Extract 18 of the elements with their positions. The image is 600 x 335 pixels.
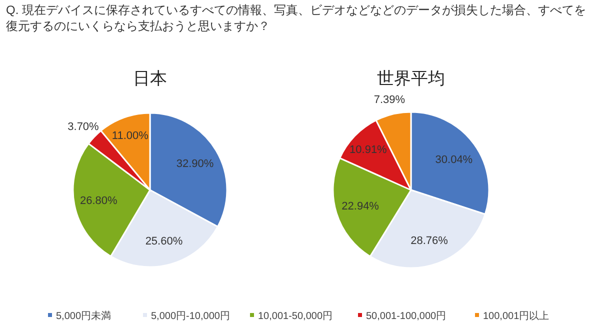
text: Q. 現在デバイスに保存されているすべての情報、写真、ビデオなどなどのデータが損失した場合、すべてを復元するのにいくらなら支払おうと思いますか？ [6, 2, 588, 34]
data-label: 22.94% [342, 200, 380, 213]
chart-title: 世界平均 [377, 69, 445, 88]
legend-label: 10,001-50,000円 [258, 311, 333, 322]
legend-label: 5,000円-10,000円 [151, 311, 230, 322]
legend-label: 50,001-100,000円 [366, 311, 446, 322]
data-label: 28.76% [410, 234, 448, 247]
data-label: 3.70% [68, 121, 100, 134]
legend-label: 5,000円未満 [56, 310, 112, 322]
legend-label: 100,001円以上 [483, 310, 550, 322]
data-label: 32.90% [176, 158, 214, 170]
data-label: 7.39% [374, 94, 406, 106]
data-label: 10.91% [350, 144, 388, 156]
data-label: 25.60% [145, 235, 183, 248]
chart-title: 日本 [133, 69, 167, 88]
data-label: 26.80% [80, 195, 118, 208]
data-label: 11.00% [112, 130, 149, 142]
data-label: 30.04% [435, 154, 473, 166]
